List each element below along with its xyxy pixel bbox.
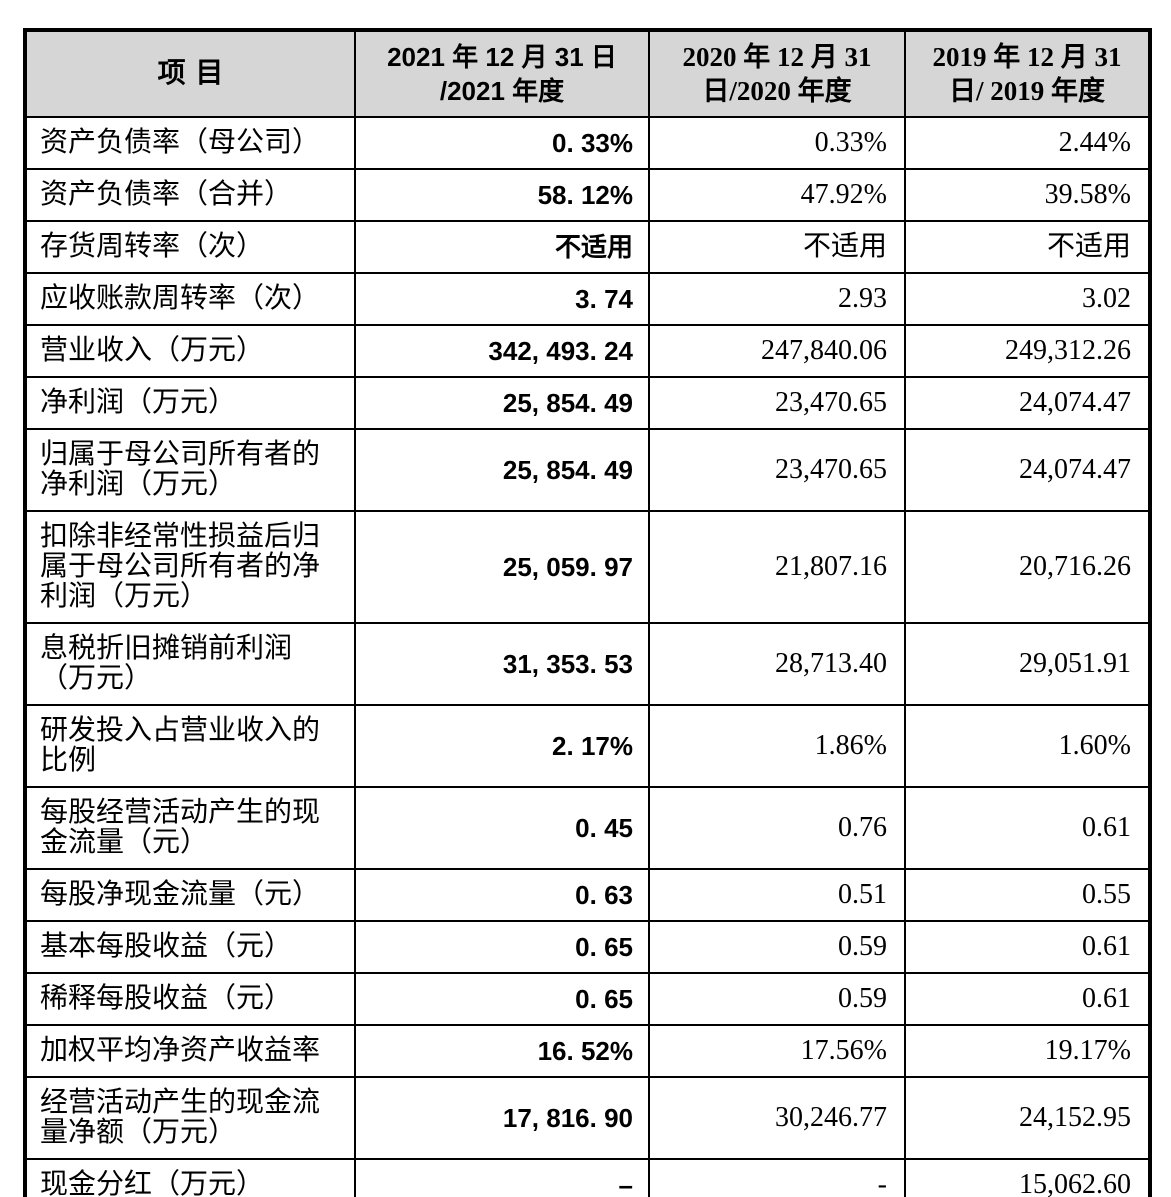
value-2019: 20,716.26	[904, 510, 1151, 624]
row-label: 扣除非经常性损益后归 属于母公司所有者的净 利润（万元）	[24, 510, 356, 624]
value-2021: 17, 816. 90	[354, 1076, 650, 1160]
table-row-operating-revenue: 营业收入（万元） 342, 493. 24 247,840.06 249,312…	[24, 324, 1151, 378]
value-2019: 2.44%	[904, 116, 1151, 170]
financial-indicators-table: 项目 2021 年 12 月 31 日 /2021 年度 2020 年 12 月…	[23, 28, 1152, 1197]
value-2020: 0.33%	[648, 116, 906, 170]
row-label: 存货周转率（次）	[24, 220, 356, 274]
value-2020: 0.76	[648, 786, 906, 870]
value-2021: 25, 059. 97	[354, 510, 650, 624]
row-label: 研发投入占营业收入的 比例	[24, 704, 356, 788]
value-2019: 19.17%	[904, 1024, 1151, 1078]
row-label: 归属于母公司所有者的 净利润（万元）	[24, 428, 356, 512]
table-row-net-operating-cashflow: 经营活动产生的现金流 量净额（万元） 17, 816. 90 30,246.77…	[24, 1076, 1151, 1160]
row-label: 经营活动产生的现金流 量净额（万元）	[24, 1076, 356, 1160]
value-2019: 0.61	[904, 920, 1151, 974]
col-header-item: 项目	[24, 29, 356, 118]
col-header-2021: 2021 年 12 月 31 日 /2021 年度	[354, 29, 650, 118]
row-label: 现金分红（万元）	[24, 1158, 356, 1197]
value-2020: 2.93	[648, 272, 906, 326]
value-2021: 2. 17%	[354, 704, 650, 788]
value-2020: 23,470.65	[648, 376, 906, 430]
value-2020: 23,470.65	[648, 428, 906, 512]
value-2020: 1.86%	[648, 704, 906, 788]
table-row-inventory-turnover: 存货周转率（次） 不适用 不适用 不适用	[24, 220, 1151, 274]
table-row-debt-ratio-consolidated: 资产负债率（合并） 58. 12% 47.92% 39.58%	[24, 168, 1151, 222]
value-2019: 29,051.91	[904, 622, 1151, 706]
value-2020: 17.56%	[648, 1024, 906, 1078]
value-2020: 47.92%	[648, 168, 906, 222]
value-2019: 24,074.47	[904, 376, 1151, 430]
value-2019: 0.55	[904, 868, 1151, 922]
value-2019: 3.02	[904, 272, 1151, 326]
value-2019: 39.58%	[904, 168, 1151, 222]
value-2019: 不适用	[904, 220, 1151, 274]
value-2021: –	[354, 1158, 650, 1197]
value-2021: 58. 12%	[354, 168, 650, 222]
value-2020: 0.51	[648, 868, 906, 922]
table-row-net-profit: 净利润（万元） 25, 854. 49 23,470.65 24,074.47	[24, 376, 1151, 430]
value-2019: 1.60%	[904, 704, 1151, 788]
value-2020: 不适用	[648, 220, 906, 274]
value-2019: 249,312.26	[904, 324, 1151, 378]
col-header-2020: 2020 年 12 月 31 日/2020 年度	[648, 29, 906, 118]
table-row-net-cashflow-per-share: 每股净现金流量（元） 0. 63 0.51 0.55	[24, 868, 1151, 922]
table-header: 项目 2021 年 12 月 31 日 /2021 年度 2020 年 12 月…	[24, 29, 1151, 118]
value-2019: 24,074.47	[904, 428, 1151, 512]
value-2020: -	[648, 1158, 906, 1197]
table-row-diluted-eps: 稀释每股收益（元） 0. 65 0.59 0.61	[24, 972, 1151, 1026]
row-label: 息税折旧摊销前利润 （万元）	[24, 622, 356, 706]
value-2021: 25, 854. 49	[354, 376, 650, 430]
table-row-net-profit-attributable: 归属于母公司所有者的 净利润（万元） 25, 854. 49 23,470.65…	[24, 428, 1151, 512]
table-row-basic-eps: 基本每股收益（元） 0. 65 0.59 0.61	[24, 920, 1151, 974]
value-2019: 0.61	[904, 972, 1151, 1026]
value-2021: 0. 65	[354, 920, 650, 974]
value-2021: 25, 854. 49	[354, 428, 650, 512]
value-2020: 0.59	[648, 972, 906, 1026]
table-row-weighted-roe: 加权平均净资产收益率 16. 52% 17.56% 19.17%	[24, 1024, 1151, 1078]
value-2020: 0.59	[648, 920, 906, 974]
value-2020: 28,713.40	[648, 622, 906, 706]
table-body: 资产负债率（母公司） 0. 33% 0.33% 2.44% 资产负债率（合并） …	[24, 116, 1151, 1197]
table-row-net-profit-deducted: 扣除非经常性损益后归 属于母公司所有者的净 利润（万元） 25, 059. 97…	[24, 510, 1151, 624]
value-2020: 21,807.16	[648, 510, 906, 624]
row-label: 每股净现金流量（元）	[24, 868, 356, 922]
row-label: 稀释每股收益（元）	[24, 972, 356, 1026]
col-header-2019: 2019 年 12 月 31 日/ 2019 年度	[904, 29, 1151, 118]
value-2019: 15,062.60	[904, 1158, 1151, 1197]
header-row: 项目 2021 年 12 月 31 日 /2021 年度 2020 年 12 月…	[24, 29, 1151, 118]
row-label: 应收账款周转率（次）	[24, 272, 356, 326]
table-row-cash-dividend: 现金分红（万元） – - 15,062.60	[24, 1158, 1151, 1197]
value-2019: 24,152.95	[904, 1076, 1151, 1160]
table-row-ebitda: 息税折旧摊销前利润 （万元） 31, 353. 53 28,713.40 29,…	[24, 622, 1151, 706]
row-label: 加权平均净资产收益率	[24, 1024, 356, 1078]
row-label: 基本每股收益（元）	[24, 920, 356, 974]
value-2021: 不适用	[354, 220, 650, 274]
value-2021: 0. 65	[354, 972, 650, 1026]
value-2021: 3. 74	[354, 272, 650, 326]
value-2021: 342, 493. 24	[354, 324, 650, 378]
table-row-rd-ratio: 研发投入占营业收入的 比例 2. 17% 1.86% 1.60%	[24, 704, 1151, 788]
value-2020: 30,246.77	[648, 1076, 906, 1160]
value-2021: 16. 52%	[354, 1024, 650, 1078]
row-label: 每股经营活动产生的现 金流量（元）	[24, 786, 356, 870]
table-row-debt-ratio-parent: 资产负债率（母公司） 0. 33% 0.33% 2.44%	[24, 116, 1151, 170]
table-row-operating-cashflow-per-share: 每股经营活动产生的现 金流量（元） 0. 45 0.76 0.61	[24, 786, 1151, 870]
row-label: 净利润（万元）	[24, 376, 356, 430]
value-2020: 247,840.06	[648, 324, 906, 378]
row-label: 资产负债率（母公司）	[24, 116, 356, 170]
value-2021: 0. 33%	[354, 116, 650, 170]
row-label: 营业收入（万元）	[24, 324, 356, 378]
table-row-receivables-turnover: 应收账款周转率（次） 3. 74 2.93 3.02	[24, 272, 1151, 326]
value-2021: 0. 45	[354, 786, 650, 870]
row-label: 资产负债率（合并）	[24, 168, 356, 222]
value-2021: 31, 353. 53	[354, 622, 650, 706]
value-2019: 0.61	[904, 786, 1151, 870]
value-2021: 0. 63	[354, 868, 650, 922]
